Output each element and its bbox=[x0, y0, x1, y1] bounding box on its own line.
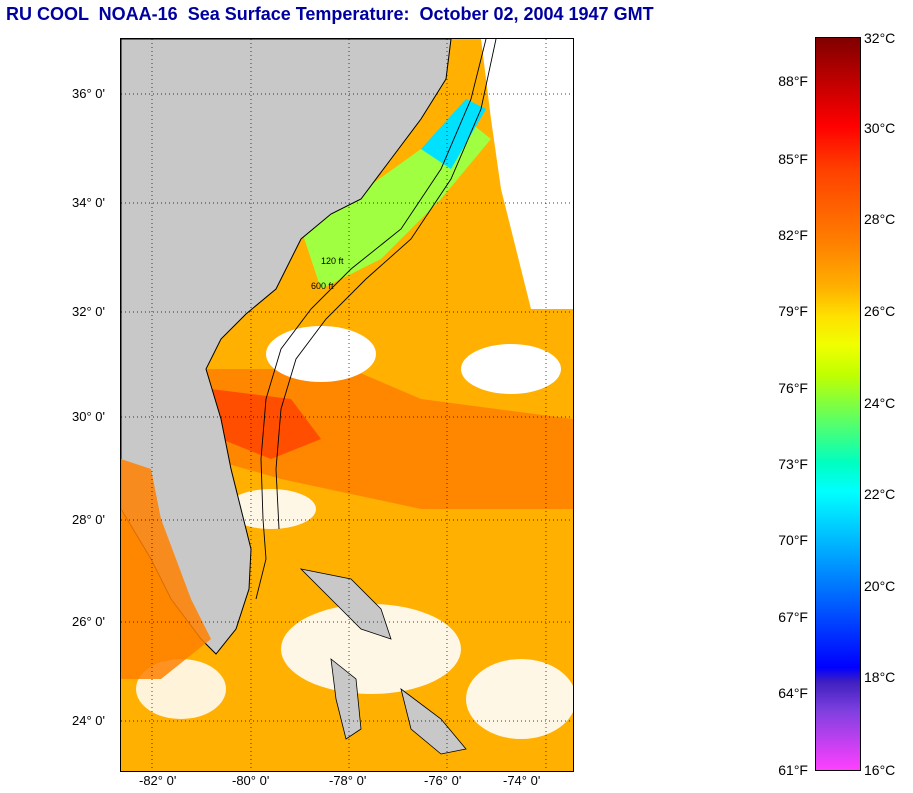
lon-label: -80° 0' bbox=[232, 773, 270, 788]
fahrenheit-label: 76°F bbox=[778, 380, 808, 396]
cloud bbox=[281, 604, 461, 694]
graticule bbox=[121, 39, 573, 771]
fahrenheit-label: 79°F bbox=[778, 303, 808, 319]
shelf-cool bbox=[421, 99, 486, 169]
lat-label: 32° 0' bbox=[72, 304, 105, 319]
fahrenheit-label: 70°F bbox=[778, 532, 808, 548]
no-data-area bbox=[481, 39, 573, 309]
hot-region bbox=[211, 389, 321, 459]
sst-map-canvas: 120 ft 600 ft bbox=[121, 39, 573, 771]
contour-600ft bbox=[275, 39, 497, 530]
celsius-label: 20°C bbox=[864, 578, 896, 594]
celsius-label: 26°C bbox=[864, 303, 896, 319]
fahrenheit-label: 64°F bbox=[778, 685, 808, 701]
fahrenheit-label: 82°F bbox=[778, 227, 808, 243]
lon-label: -74° 0' bbox=[503, 773, 541, 788]
lon-label: -82° 0' bbox=[139, 773, 177, 788]
contour-label: 120 ft bbox=[321, 256, 344, 266]
celsius-label: 30°C bbox=[864, 120, 896, 136]
contour-label: 600 ft bbox=[311, 281, 334, 291]
lat-label: 30° 0' bbox=[72, 409, 105, 424]
color-scale-bar bbox=[815, 37, 861, 771]
celsius-label: 24°C bbox=[864, 395, 896, 411]
gulf-water bbox=[121, 459, 211, 679]
lat-label: 28° 0' bbox=[72, 512, 105, 527]
bahamas-island bbox=[400, 688, 467, 755]
fahrenheit-label: 67°F bbox=[778, 609, 808, 625]
contour-120ft bbox=[255, 39, 487, 600]
celsius-label: 22°C bbox=[864, 486, 896, 502]
celsius-label: 32°C bbox=[864, 30, 896, 46]
fahrenheit-label: 88°F bbox=[778, 73, 808, 89]
lon-label: -78° 0' bbox=[329, 773, 367, 788]
bahamas-island bbox=[299, 568, 392, 640]
cloud bbox=[466, 659, 573, 739]
celsius-label: 28°C bbox=[864, 211, 896, 227]
fahrenheit-label: 85°F bbox=[778, 151, 808, 167]
cloud bbox=[226, 489, 316, 529]
fahrenheit-label: 73°F bbox=[778, 456, 808, 472]
page-title: RU COOL NOAA-16 Sea Surface Temperature:… bbox=[6, 4, 654, 24]
sst-map[interactable]: 120 ft 600 ft bbox=[120, 38, 574, 772]
fahrenheit-label: 61°F bbox=[778, 762, 808, 778]
bahamas-island bbox=[330, 658, 362, 740]
lon-label: -76° 0' bbox=[424, 773, 462, 788]
lat-label: 26° 0' bbox=[72, 614, 105, 629]
cloud bbox=[266, 326, 376, 382]
lat-label: 36° 0' bbox=[72, 86, 105, 101]
lat-label: 24° 0' bbox=[72, 713, 105, 728]
cloud bbox=[461, 344, 561, 394]
celsius-label: 16°C bbox=[864, 762, 896, 778]
lat-label: 34° 0' bbox=[72, 195, 105, 210]
celsius-label: 18°C bbox=[864, 669, 896, 685]
